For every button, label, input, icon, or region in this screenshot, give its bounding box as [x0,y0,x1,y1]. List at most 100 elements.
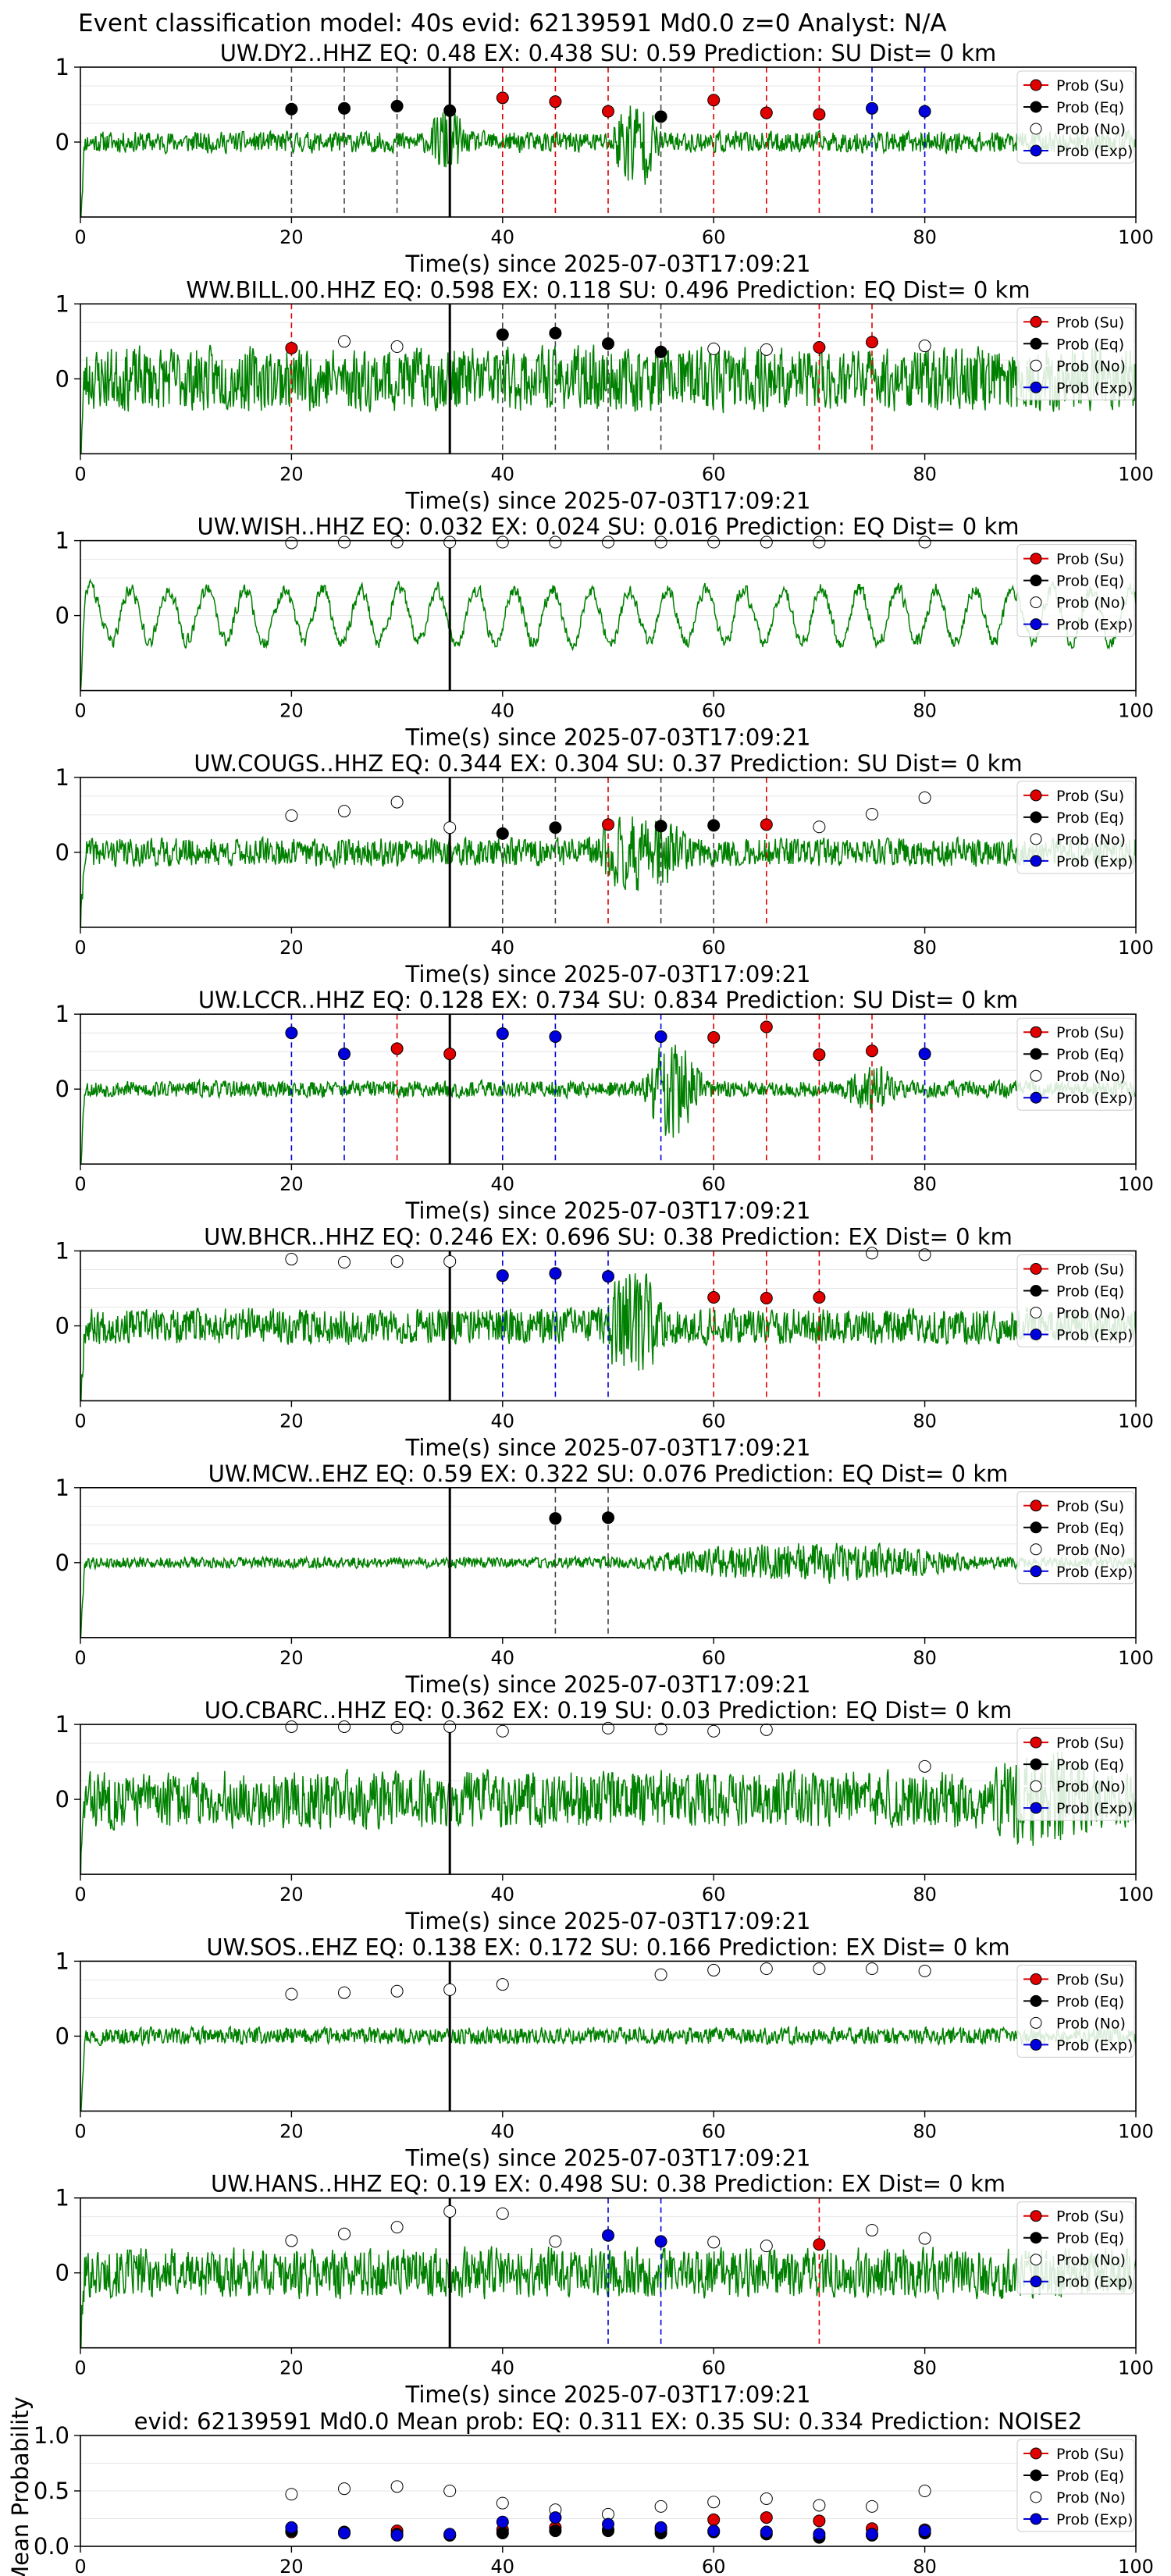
x-tick-label: 60 [702,937,726,959]
mean-point-no [338,2482,351,2496]
mean-point-exp [549,2511,562,2524]
plot-area [80,540,1136,691]
prob-point-exp [654,1030,667,1043]
legend-marker-eq [1030,1521,1042,1534]
x-tick-label: 20 [279,1411,304,1432]
legend: Prob (Su) Prob (Eq) Prob (No) Prob (Exp) [1016,307,1135,400]
prob-point-su [813,108,826,121]
x-tick-label: 40 [491,463,515,485]
prob-point-no [443,1720,457,1733]
x-tick-label: 0 [74,226,86,248]
legend-label: Prob (Exp) [1056,1564,1133,1581]
x-tick-label: 40 [491,1884,515,1905]
y-tick-label: 1 [55,1238,69,1265]
x-tick-label: 100 [1118,937,1154,959]
prob-point-no [285,1987,298,2001]
legend-marker-no [1030,1069,1042,1082]
mean-point-no [443,2485,457,2497]
legend-marker-su [1030,1500,1042,1512]
prob-point-exp [285,1026,298,1040]
mean-point-exp [443,2528,457,2541]
x-tick-label: 0 [74,2556,86,2576]
panel-title: UW.MCW..EHZ EQ: 0.59 EX: 0.322 SU: 0.076… [208,1461,1009,1487]
y-tick-label: 0 [55,603,69,629]
prob-point-su [707,94,721,107]
prob-point-exp [338,1048,351,1061]
y-tick-label: 0.5 [34,2478,69,2504]
x-tick-label: 100 [1118,2357,1154,2379]
prob-point-no [443,2204,457,2218]
prob-point-no [866,2223,878,2236]
x-tick-label: 0 [74,700,86,722]
legend-label: Prob (No) [1056,2252,1126,2269]
x-tick-label: 60 [702,2120,726,2142]
mean-point-exp [285,2521,298,2534]
legend-label: Prob (Su) [1056,314,1124,331]
prob-point-eq [654,110,667,123]
x-tick-label: 20 [279,1647,304,1669]
figure-title: Event classification model: 40s evid: 62… [78,9,947,37]
x-tick-label: 60 [702,1647,726,1669]
x-axis-label: Time(s) since 2025-07-03T17:09:21 [405,961,811,987]
prob-point-no [866,807,878,820]
x-tick-label: 80 [913,1647,937,1669]
x-tick-label: 100 [1118,1884,1154,1905]
prob-point-no [390,795,404,809]
legend-marker-no [1030,1780,1042,1792]
prob-point-no [760,2240,773,2253]
x-tick-label: 20 [279,1173,304,1195]
mean-point-eq [496,2526,509,2539]
legend-label: Prob (Eq) [1056,1046,1124,1063]
prob-point-no [918,535,931,549]
y-tick-label: 0 [55,1076,69,1102]
prob-point-eq [496,328,509,341]
prob-point-no [918,791,931,804]
plot-area [80,777,1136,927]
legend-label: Prob (No) [1056,1068,1126,1085]
legend-marker-no [1030,1307,1042,1318]
prob-point-su [813,340,826,354]
x-tick-label: 100 [1118,2556,1154,2576]
prob-point-eq [654,820,667,833]
y-tick-label: 1 [55,1475,69,1501]
prob-point-no [707,2236,721,2249]
panel-uw-lccr--hhz: UW.LCCR..HHZ EQ: 0.128 EX: 0.734 SU: 0.8… [55,987,1154,1224]
mean-point-su [707,2513,721,2526]
panel-title: UO.CBARC..HHZ EQ: 0.362 EX: 0.19 SU: 0.0… [205,1697,1012,1724]
prob-point-no [390,1984,404,1998]
x-tick-label: 80 [913,2120,937,2142]
prob-point-eq [602,1511,614,1525]
prob-point-no [496,535,509,549]
prob-point-su [707,1291,721,1304]
y-tick-label: 1 [55,290,69,317]
legend: Prob (Su) Prob (Eq) Prob (No) Prob (Exp) [1016,544,1135,638]
panel-title: evid: 62139591 Md0.0 Mean prob: EQ: 0.31… [134,2408,1083,2435]
prob-point-exp [918,1048,931,1061]
prob-point-no [285,536,298,550]
x-axis-label: Time(s) since 2025-07-03T17:09:21 [405,1197,811,1224]
legend: Prob (Su) Prob (Eq) Prob (No) Prob (Exp) [1016,70,1135,164]
prob-point-exp [654,2235,667,2248]
prob-point-eq [496,827,509,840]
prob-point-eq [285,102,298,116]
prob-point-no [443,535,457,549]
prob-point-su [390,1042,404,1055]
x-tick-label: 20 [279,937,304,959]
prob-point-su [443,1048,457,1061]
y-tick-label: 1 [55,1948,69,1974]
plot-area [80,1724,1136,1875]
x-tick-label: 100 [1118,1173,1154,1195]
legend-box [1016,70,1135,164]
legend-box [1016,1491,1135,1585]
legend-label: Prob (Eq) [1056,2467,1124,2485]
prob-point-no [338,535,351,549]
waveform-trace [80,1751,1136,1875]
legend-label: Prob (No) [1056,1778,1126,1795]
legend-label: Prob (Eq) [1056,573,1124,590]
x-tick-label: 80 [913,2357,937,2379]
prob-point-no [760,343,773,356]
x-tick-label: 40 [491,1411,515,1432]
legend-marker-su [1030,2447,1042,2460]
prob-point-no [390,1254,404,1268]
legend-label: Prob (No) [1056,358,1126,375]
